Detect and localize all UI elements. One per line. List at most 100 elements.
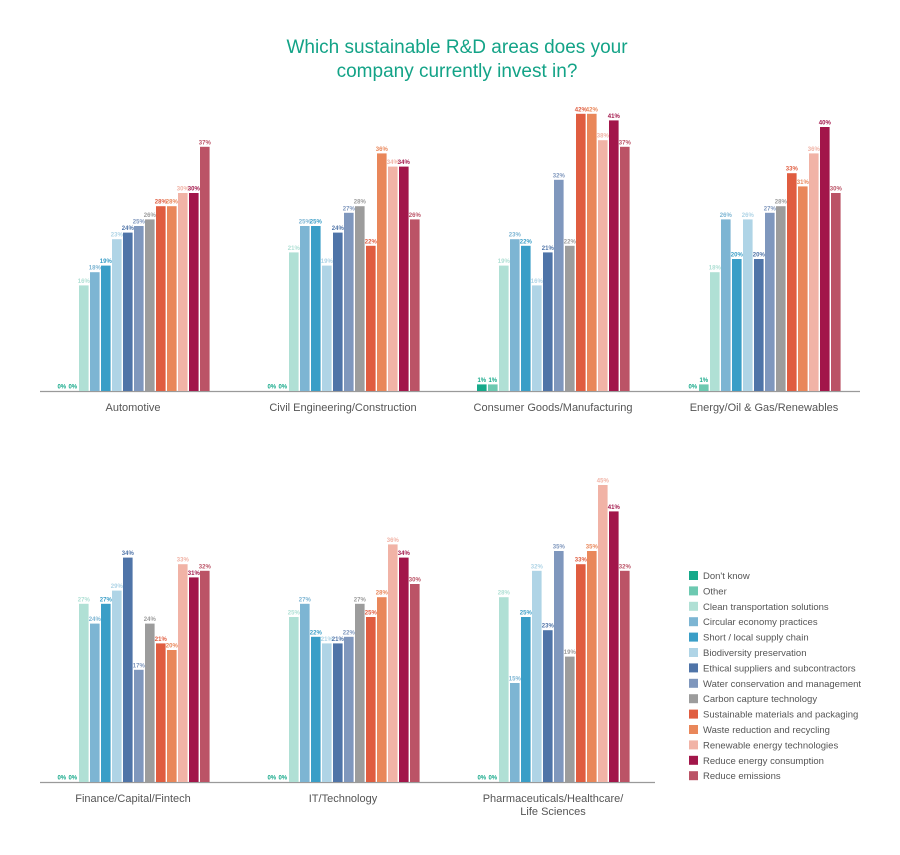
value-label: 16% (78, 279, 91, 285)
value-label: 27% (764, 206, 777, 212)
legend: Don't know Other Clean transportation solu… (689, 571, 861, 782)
value-label: 27% (299, 597, 312, 603)
bar-2-9 (576, 113, 586, 392)
bar-5-9 (366, 617, 376, 782)
bar-1-4 (311, 226, 321, 391)
legend-label: Reduce emissions (703, 771, 781, 782)
bar-4-11 (178, 564, 188, 782)
legend-label: Ethical suppliers and subcontractors (703, 663, 856, 674)
value-label: 25% (299, 220, 312, 226)
bar-3-5 (743, 219, 753, 391)
value-label: 27% (354, 597, 367, 603)
legend-swatch (689, 586, 698, 596)
bar-1-10 (377, 153, 387, 391)
category-label: Civil Engineering/Construction (269, 402, 416, 414)
value-label: 36% (808, 147, 821, 153)
bar-5-12 (399, 557, 409, 782)
value-label: 35% (553, 545, 566, 551)
bar-5-10 (377, 597, 387, 782)
bar-5-8 (355, 603, 365, 782)
bar-3-10 (798, 186, 808, 391)
value-label: 15% (509, 677, 522, 683)
value-label: 34% (387, 160, 400, 166)
value-label: 22% (564, 239, 577, 245)
legend-swatch (689, 632, 698, 642)
bar-5-3 (300, 603, 310, 782)
value-label: 27% (343, 206, 356, 212)
value-label: 30% (409, 578, 422, 584)
value-label: 27% (100, 597, 113, 603)
category-label: Pharmaceuticals/Healthcare/ (483, 793, 625, 805)
bar-6-6 (543, 630, 553, 782)
legend-label: Water conservation and management (703, 679, 861, 690)
value-label: 37% (619, 140, 632, 146)
legend-label: Carbon capture technology (703, 694, 817, 705)
value-label: 22% (365, 239, 378, 245)
value-label: 33% (786, 167, 799, 173)
value-label: 1% (477, 378, 486, 384)
value-label: 30% (188, 187, 201, 193)
chart-title-line-1: Which sustainable R&D areas does your (286, 37, 628, 58)
bar-0-12 (189, 193, 199, 391)
bar-1-12 (399, 166, 409, 391)
value-label: 24% (332, 226, 345, 232)
bar-4-10 (167, 650, 177, 782)
bar-3-6 (754, 259, 764, 391)
bar-3-7 (765, 212, 775, 391)
value-label: 19% (564, 650, 577, 656)
category-label: Energy/Oil & Gas/Renewables (690, 402, 839, 414)
bar-5-6 (333, 643, 343, 782)
bar-6-4 (521, 617, 531, 782)
bar-4-6 (123, 557, 133, 782)
bar-3-13 (831, 193, 841, 391)
value-label: 32% (199, 564, 212, 570)
bar-6-2 (499, 597, 509, 782)
bar-6-10 (587, 551, 597, 782)
value-label: 28% (166, 200, 179, 206)
bar-1-5 (322, 265, 332, 391)
legend-swatch (689, 740, 698, 750)
value-label: 21% (321, 637, 334, 643)
bar-3-9 (787, 173, 797, 391)
bar-0-2 (79, 285, 89, 391)
value-label: 28% (155, 200, 168, 206)
bar-2-0 (477, 384, 487, 391)
value-label: 31% (797, 180, 810, 186)
value-label: 36% (376, 147, 389, 153)
legend-swatch (689, 771, 698, 781)
value-label: 0% (68, 385, 77, 391)
bar-0-8 (145, 219, 155, 391)
value-label: 19% (498, 259, 511, 265)
value-label: 37% (199, 140, 212, 146)
bar-4-3 (90, 623, 100, 782)
value-label: 25% (365, 611, 378, 617)
value-label: 24% (144, 617, 157, 623)
value-label: 20% (166, 644, 179, 650)
bar-2-11 (598, 140, 608, 391)
legend-swatch (689, 725, 698, 734)
value-label: 23% (509, 233, 522, 239)
legend-label: Other (703, 586, 727, 597)
legend-label: Reduce energy consumption (703, 756, 824, 767)
bar-4-12 (189, 577, 199, 782)
value-label: 21% (288, 246, 301, 252)
bar-6-12 (609, 511, 619, 782)
category-label: Finance/Capital/Fintech (75, 793, 191, 805)
bar-0-5 (112, 239, 122, 391)
value-label: 38% (597, 134, 610, 140)
bar-3-2 (710, 272, 720, 391)
value-label: 0% (57, 385, 66, 391)
value-label: 28% (498, 591, 511, 597)
legend-label: Biodiversity preservation (703, 648, 807, 659)
value-label: 18% (709, 266, 722, 272)
legend-label: Waste reduction and recycling (703, 725, 830, 736)
category-label: Life Sciences (520, 806, 586, 818)
value-label: 19% (100, 259, 113, 265)
bar-2-6 (543, 252, 553, 391)
value-label: 42% (575, 107, 588, 113)
value-label: 25% (310, 220, 323, 226)
value-label: 25% (520, 611, 533, 617)
bar-0-13 (200, 146, 210, 391)
bar-1-13 (410, 219, 420, 391)
value-label: 33% (177, 558, 190, 564)
